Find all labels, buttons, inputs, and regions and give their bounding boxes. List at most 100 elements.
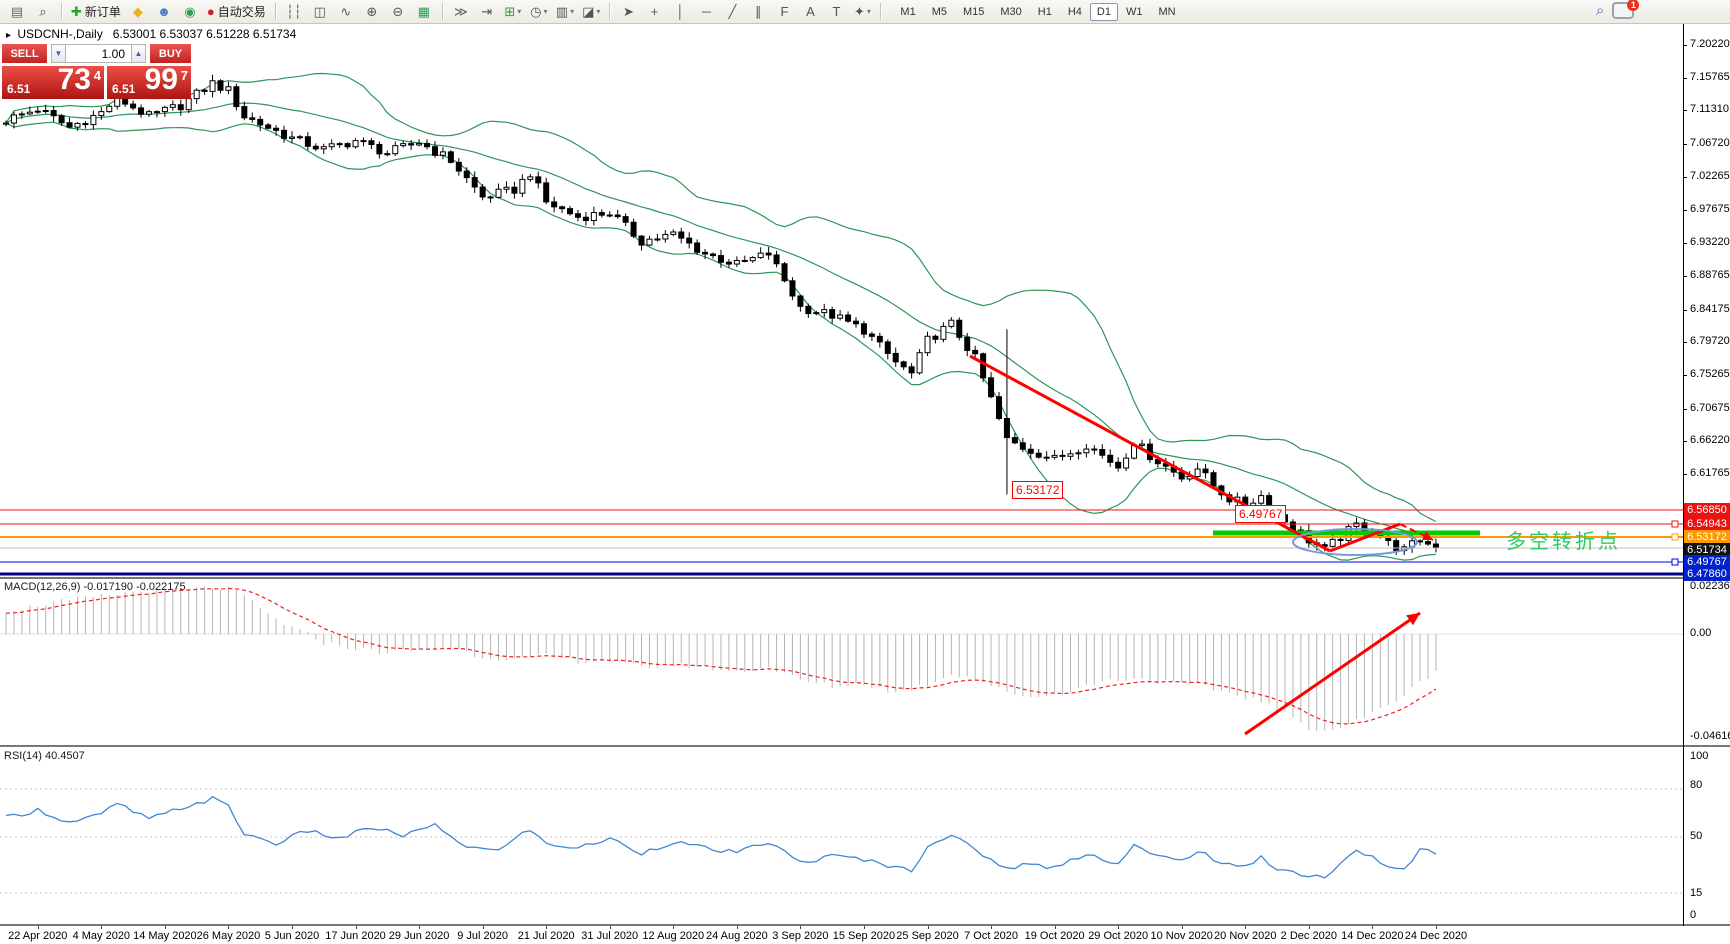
autotrade-button[interactable]: ● 自动交易 bbox=[206, 3, 266, 20]
chart-shift-icon[interactable]: ⇥ bbox=[481, 3, 493, 19]
rsi-dates-divider[interactable] bbox=[0, 924, 1730, 926]
label-icon[interactable]: T bbox=[832, 3, 841, 19]
base-ellipse[interactable] bbox=[1292, 528, 1418, 556]
horizontal-line-icon[interactable]: ─ bbox=[701, 3, 712, 19]
toolbar-separator bbox=[609, 3, 611, 20]
price-axis-badge: 6.47860 bbox=[1684, 567, 1730, 581]
price-axis-label: 6.66220 bbox=[1690, 434, 1730, 447]
rsi-chart[interactable] bbox=[0, 747, 1730, 924]
cursor-icon[interactable]: ➤ bbox=[622, 3, 634, 19]
chart-type-button[interactable]: ◪ ▾ bbox=[582, 3, 601, 19]
candle-body bbox=[900, 361, 907, 368]
candle-body bbox=[201, 89, 208, 92]
timeframe-d1[interactable]: D1 bbox=[1089, 2, 1118, 21]
candle-body bbox=[749, 257, 756, 262]
candle-body bbox=[1003, 418, 1010, 439]
timeframe-m15[interactable]: M15 bbox=[962, 5, 985, 18]
price-callout[interactable]: 6.53172 bbox=[1012, 481, 1064, 499]
main-chart[interactable] bbox=[0, 24, 1730, 577]
support-line-1-handle[interactable] bbox=[1671, 558, 1679, 566]
macd-histogram bbox=[0, 586, 1683, 732]
date-label: 29 Oct 2020 bbox=[1088, 930, 1149, 942]
resistance-line-2-handle[interactable] bbox=[1671, 520, 1679, 528]
highlighter-icon[interactable]: ◆ bbox=[132, 3, 143, 19]
chat-icon[interactable]: 1 bbox=[1612, 0, 1640, 19]
contacts-icon[interactable]: ☻ bbox=[157, 3, 171, 19]
timeframe-h1[interactable]: H1 bbox=[1037, 5, 1052, 18]
date-label: 12 Aug 2020 bbox=[642, 930, 705, 942]
date-label: 9 Jul 2020 bbox=[457, 930, 509, 942]
zoom-in-icon[interactable]: ⊕ bbox=[366, 3, 378, 19]
auto-scroll-icon[interactable]: ≫ bbox=[453, 3, 468, 19]
candle-body bbox=[789, 280, 796, 297]
candle-body bbox=[1075, 452, 1082, 455]
macd-rsi-divider[interactable] bbox=[0, 745, 1730, 747]
level-lines[interactable] bbox=[0, 509, 1683, 576]
sell-button[interactable]: SELL bbox=[2, 44, 47, 63]
price-axis-badge: 6.53172 bbox=[1684, 530, 1730, 544]
date-label: 10 Nov 2020 bbox=[1150, 930, 1213, 942]
bar-chart-icon[interactable]: ┆┆ bbox=[285, 3, 302, 19]
candle-body bbox=[106, 105, 113, 113]
chart-window[interactable] bbox=[0, 24, 1730, 577]
volume-input[interactable]: 1.00 bbox=[66, 44, 131, 63]
date-label: 7 Oct 2020 bbox=[964, 930, 1018, 942]
timeframe-m30[interactable]: M30 bbox=[1000, 5, 1022, 18]
bid-price-panel[interactable]: 6.51 73 4 bbox=[2, 63, 104, 99]
candle-body bbox=[320, 146, 327, 150]
candle-body bbox=[670, 231, 677, 235]
candle-body bbox=[161, 106, 168, 113]
turning-point-note[interactable]: 多空转折点 bbox=[1506, 531, 1621, 553]
date-label: 26 May 2020 bbox=[196, 930, 261, 942]
candle-body bbox=[702, 251, 709, 255]
candle-body bbox=[455, 161, 462, 172]
timeframe-mn[interactable]: MN bbox=[1158, 5, 1176, 18]
signals-icon[interactable]: ◉ bbox=[184, 3, 196, 19]
chart-macd-divider[interactable] bbox=[0, 577, 1730, 579]
trendline-icon[interactable]: ╱ bbox=[728, 3, 737, 19]
new-order-button[interactable]: ✚ 新订单 bbox=[71, 3, 121, 20]
zoom-out-icon[interactable]: ⊖ bbox=[392, 3, 404, 19]
candlestick-chart-icon[interactable]: ◫ bbox=[313, 3, 326, 19]
fibonacci-icon[interactable]: F bbox=[780, 3, 789, 19]
timeframe-h4[interactable]: H4 bbox=[1067, 5, 1082, 18]
price-axis-label: 7.06720 bbox=[1690, 137, 1730, 150]
candle-body bbox=[98, 111, 105, 116]
price-axis-label: 7.02265 bbox=[1690, 169, 1730, 182]
candle-body bbox=[479, 186, 486, 198]
macd-trend-arrow[interactable] bbox=[1244, 611, 1421, 736]
candle-body bbox=[424, 142, 431, 148]
line-chart-icon[interactable]: ∿ bbox=[340, 3, 352, 19]
candle-body bbox=[860, 323, 867, 335]
buy-button[interactable]: BUY bbox=[150, 44, 191, 63]
add-indicator-button[interactable]: ⊞ ▾ bbox=[504, 3, 522, 19]
volume-down-button[interactable]: ▼ bbox=[51, 44, 66, 63]
timeframe-m1[interactable]: M1 bbox=[900, 5, 916, 18]
price-callout[interactable]: 6.49767 bbox=[1235, 505, 1287, 523]
timeframe-m5[interactable]: M5 bbox=[931, 5, 947, 18]
date-axis[interactable]: 22 Apr 2020 4 May 2020 14 May 2020 26 May 2… bbox=[0, 926, 1730, 944]
periods-button[interactable]: ◷ ▾ bbox=[530, 3, 548, 19]
candle-body bbox=[638, 235, 645, 246]
crosshair-icon[interactable]: + bbox=[650, 3, 659, 19]
candle-body bbox=[1107, 454, 1114, 463]
macd-chart[interactable] bbox=[0, 579, 1730, 745]
text-icon[interactable]: A bbox=[806, 3, 815, 19]
tile-windows-icon[interactable]: ▦ bbox=[417, 3, 430, 19]
turning-point-line-handle[interactable] bbox=[1671, 533, 1679, 541]
volume-up-button[interactable]: ▲ bbox=[131, 44, 146, 63]
candle-body bbox=[416, 142, 423, 146]
candle-body bbox=[1019, 442, 1026, 450]
timeframe-w1[interactable]: W1 bbox=[1125, 5, 1143, 18]
new-chart-icon[interactable]: ▤ bbox=[10, 3, 24, 19]
candle-body bbox=[527, 176, 534, 180]
ask-price-panel[interactable]: 6.51 99 7 bbox=[107, 63, 191, 99]
vertical-line-icon[interactable]: │ bbox=[676, 3, 685, 19]
toolbar-groups: ▤ ⌕ ✚ 新订单 ◆ ☻ ◉ ● 自动交易 ┆┆ ◫ ∿ ⊕ ⊖ ▦ ≫ ⇥ ⊞ ▾ ◷ ▾ ▥ ▾ ◪ ▾ ➤ + │ ─ ╱ ∥ F A T… bbox=[4, 1, 875, 23]
search-icon[interactable]: ⌕ bbox=[1596, 2, 1605, 19]
profiles-icon[interactable]: ⌕ bbox=[39, 3, 47, 19]
arrows-icon[interactable]: ✦ ▾ bbox=[853, 3, 871, 19]
equidistant-channel-icon[interactable]: ∥ bbox=[755, 3, 762, 19]
date-label: 4 May 2020 bbox=[72, 930, 131, 942]
templates-button[interactable]: ▥ ▾ bbox=[555, 3, 575, 19]
